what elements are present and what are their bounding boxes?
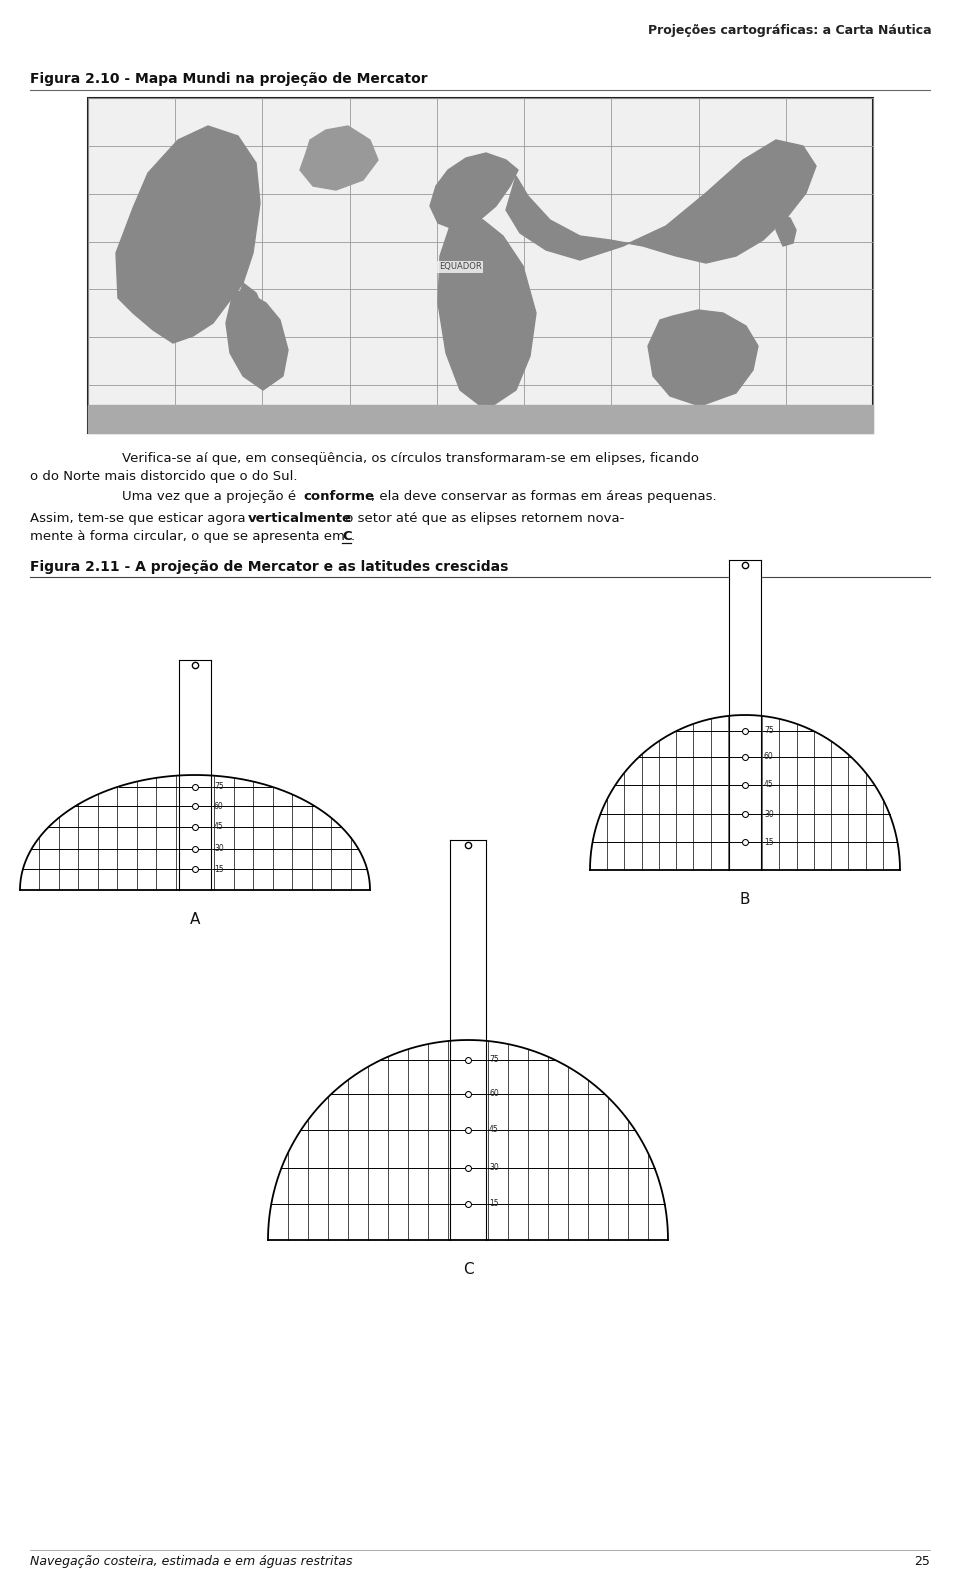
Text: C: C <box>342 530 351 542</box>
Text: Assim, tem-se que esticar agora: Assim, tem-se que esticar agora <box>30 512 250 525</box>
Text: 75: 75 <box>764 726 774 735</box>
Polygon shape <box>729 560 761 869</box>
Text: Figura 2.10 - Mapa Mundi na projeção de Mercator: Figura 2.10 - Mapa Mundi na projeção de … <box>30 72 427 86</box>
Polygon shape <box>430 153 518 230</box>
Polygon shape <box>179 660 211 890</box>
Bar <box>88 97 873 432</box>
Text: 75: 75 <box>489 1056 499 1064</box>
Text: 15: 15 <box>764 837 774 847</box>
Text: Uma vez que a projeção é: Uma vez que a projeção é <box>88 490 300 502</box>
Text: .: . <box>351 530 355 542</box>
Polygon shape <box>116 126 260 343</box>
Polygon shape <box>236 282 266 337</box>
Polygon shape <box>776 215 796 246</box>
Polygon shape <box>450 841 486 1239</box>
Text: 30: 30 <box>214 844 224 853</box>
Text: 15: 15 <box>489 1199 498 1209</box>
Text: mente à forma circular, o que se apresenta em: mente à forma circular, o que se apresen… <box>30 530 349 542</box>
Text: Verifica-se aí que, em conseqüência, os círculos transformaram-se em elipses, fi: Verifica-se aí que, em conseqüência, os … <box>88 451 699 466</box>
Polygon shape <box>268 1040 668 1239</box>
Text: 30: 30 <box>764 810 774 818</box>
Text: 45: 45 <box>214 823 224 831</box>
Polygon shape <box>590 715 900 869</box>
Text: Navegação costeira, estimada e em águas restritas: Navegação costeira, estimada e em águas … <box>30 1555 352 1568</box>
Text: 75: 75 <box>214 782 224 791</box>
Text: o do Norte mais distorcido que o do Sul.: o do Norte mais distorcido que o do Sul. <box>30 471 298 483</box>
Text: 15: 15 <box>214 864 224 874</box>
Text: 60: 60 <box>764 753 774 761</box>
Text: B: B <box>740 892 751 908</box>
Text: Figura 2.11 - A projeção de Mercator e as latitudes crescidas: Figura 2.11 - A projeção de Mercator e a… <box>30 560 509 574</box>
Text: Projeções cartográficas: a Carta Náutica: Projeções cartográficas: a Carta Náutica <box>648 24 931 37</box>
Text: 60: 60 <box>489 1089 499 1099</box>
Polygon shape <box>438 215 536 410</box>
Polygon shape <box>20 775 370 890</box>
Text: 30: 30 <box>489 1163 499 1172</box>
Polygon shape <box>506 140 816 263</box>
Polygon shape <box>226 290 288 391</box>
Text: conforme: conforme <box>303 490 374 502</box>
Text: 45: 45 <box>489 1126 499 1134</box>
Polygon shape <box>300 126 378 190</box>
Text: 45: 45 <box>764 780 774 790</box>
Text: 60: 60 <box>214 802 224 810</box>
Text: verticalmente: verticalmente <box>248 512 352 525</box>
Text: 25: 25 <box>914 1555 930 1568</box>
Text: A: A <box>190 912 201 927</box>
Text: o setor até que as elipses retornem nova-: o setor até que as elipses retornem nova… <box>341 512 624 525</box>
Polygon shape <box>88 405 873 432</box>
Text: EQUADOR: EQUADOR <box>439 263 481 271</box>
Text: , ela deve conservar as formas em áreas pequenas.: , ela deve conservar as formas em áreas … <box>371 490 716 502</box>
Text: C: C <box>463 1262 473 1278</box>
Polygon shape <box>648 309 758 407</box>
